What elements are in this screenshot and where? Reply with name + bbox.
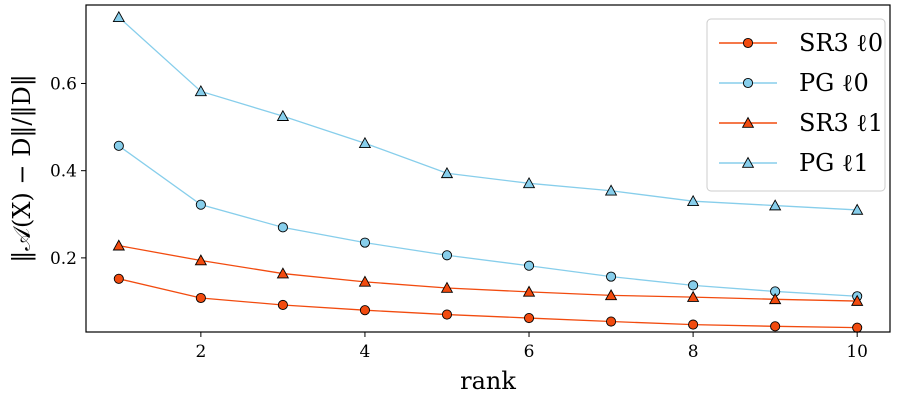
data-point bbox=[604, 289, 618, 301]
data-point bbox=[440, 281, 454, 293]
data-point bbox=[770, 321, 781, 332]
legend-entry: PG ℓ1 bbox=[719, 149, 869, 177]
x-axis-label: rank bbox=[460, 367, 516, 394]
data-point bbox=[606, 271, 617, 282]
data-point bbox=[441, 309, 453, 320]
legend-label: PG ℓ1 bbox=[799, 149, 869, 177]
data-point bbox=[195, 292, 206, 304]
data-point bbox=[359, 237, 370, 248]
x-tick-label: 2 bbox=[195, 342, 206, 362]
y-axis-label: ‖𝒜(X) − D‖/‖D‖ bbox=[8, 74, 37, 262]
data-point bbox=[358, 275, 372, 287]
series-0 bbox=[113, 273, 863, 333]
data-point bbox=[522, 285, 536, 297]
data-point bbox=[441, 250, 453, 261]
legend-marker bbox=[742, 37, 754, 49]
data-point bbox=[688, 280, 699, 291]
legend-marker bbox=[741, 116, 755, 128]
data-point bbox=[851, 294, 864, 306]
data-point bbox=[688, 319, 699, 330]
ticks-layer: 2 4 6 8 10 0.2 0.4 0.6 bbox=[50, 74, 868, 362]
data-point bbox=[277, 299, 288, 311]
series-2 bbox=[112, 239, 864, 306]
series-3 bbox=[112, 10, 864, 215]
legend-label: PG ℓ0 bbox=[799, 69, 869, 97]
data-point bbox=[523, 260, 535, 271]
data-point bbox=[440, 166, 454, 179]
legend-box bbox=[706, 18, 886, 192]
legend-label: SR3 ℓ0 bbox=[799, 29, 883, 57]
legend-label: SR3 ℓ1 bbox=[799, 109, 883, 137]
legend-entry: SR3 ℓ0 bbox=[719, 29, 883, 57]
series-layer bbox=[112, 10, 864, 333]
x-tick-label: 4 bbox=[360, 342, 371, 362]
x-tick-label: 8 bbox=[688, 342, 699, 362]
legend-marker bbox=[742, 77, 754, 89]
data-point bbox=[194, 254, 208, 266]
data-point bbox=[112, 239, 125, 251]
data-point bbox=[113, 140, 124, 151]
data-point bbox=[359, 305, 370, 316]
data-point bbox=[522, 176, 536, 189]
y-tick-label: 0.2 bbox=[50, 249, 77, 269]
data-point bbox=[768, 292, 782, 305]
data-point bbox=[195, 199, 206, 210]
series-1 bbox=[113, 140, 863, 302]
data-point bbox=[112, 10, 125, 22]
series-line bbox=[118, 245, 858, 302]
data-point bbox=[686, 290, 700, 302]
x-tick-label: 6 bbox=[524, 342, 535, 362]
plot-frame bbox=[85, 4, 891, 333]
data-point bbox=[276, 267, 290, 279]
data-point bbox=[276, 109, 290, 121]
data-point bbox=[194, 85, 208, 97]
data-point bbox=[604, 184, 618, 196]
legend-entry: PG ℓ0 bbox=[719, 69, 869, 97]
data-point bbox=[523, 312, 535, 324]
data-point bbox=[113, 273, 124, 284]
series-line bbox=[118, 145, 858, 297]
y-tick-label: 0.6 bbox=[50, 74, 77, 94]
data-point bbox=[686, 194, 700, 206]
data-point bbox=[277, 222, 288, 233]
data-point bbox=[852, 322, 863, 333]
x-tick-label: 10 bbox=[846, 342, 868, 362]
data-point bbox=[768, 199, 782, 211]
series-line bbox=[118, 16, 858, 211]
legend-marker bbox=[741, 156, 755, 168]
data-point bbox=[606, 316, 617, 327]
legend-entry: SR3 ℓ1 bbox=[719, 109, 883, 137]
data-point bbox=[358, 136, 372, 148]
y-tick-label: 0.4 bbox=[50, 162, 77, 182]
data-point bbox=[851, 203, 864, 215]
series-line bbox=[118, 278, 858, 329]
legend: SR3 ℓ0 PG ℓ0 SR3 ℓ1 PG ℓ1 bbox=[706, 18, 886, 192]
